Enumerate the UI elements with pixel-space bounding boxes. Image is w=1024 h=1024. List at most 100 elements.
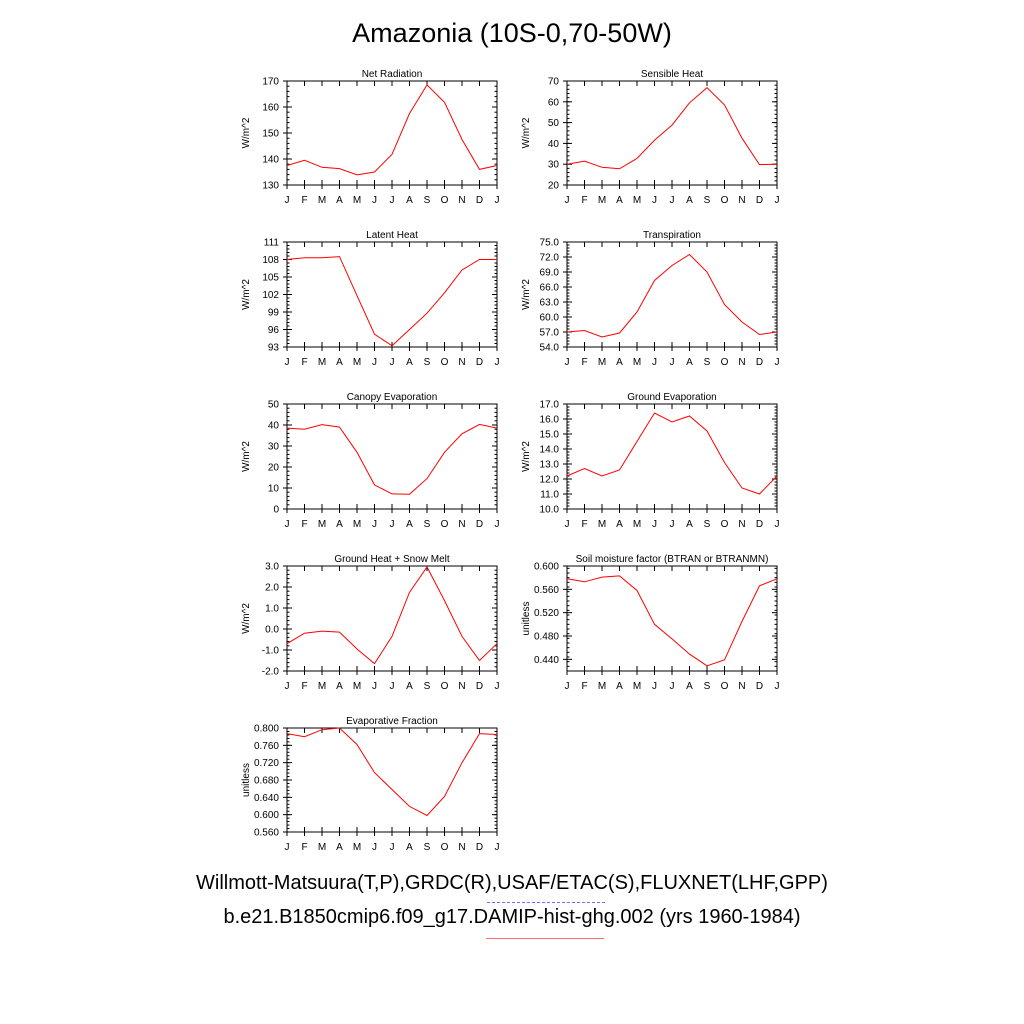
panel-frame [286, 727, 498, 833]
y-tick-label: 69.0 [540, 268, 560, 279]
x-tick-label: J [285, 519, 290, 530]
y-tick-label: 0.480 [534, 632, 559, 643]
model-legend-line [486, 938, 604, 939]
x-tick-label: S [704, 195, 711, 206]
panel-evaporative-fraction: Evaporative Fraction unitless 0.560 0.600 0.… [241, 716, 500, 853]
panel-title: Ground Heat + Snow Melt [334, 554, 450, 565]
y-tick-label: 0.640 [254, 793, 279, 804]
x-tick-label: M [318, 195, 326, 206]
x-tick-label: J [565, 519, 570, 530]
x-tick-label: D [476, 195, 483, 206]
y-tick-label: 16.0 [540, 415, 560, 426]
x-tick-label: O [441, 519, 449, 530]
y-axis-label: W/m^2 [241, 603, 252, 634]
x-tick-label: M [598, 519, 606, 530]
x-tick-label: O [721, 357, 729, 368]
x-tick-label: J [565, 357, 570, 368]
y-tick-label: 17.0 [540, 400, 560, 411]
x-tick-label: M [633, 195, 641, 206]
x-tick-label: D [756, 519, 763, 530]
x-tick-label: M [318, 681, 326, 692]
x-tick-label: F [581, 195, 587, 206]
x-tick-label: A [406, 519, 413, 530]
y-tick-label: 0.560 [534, 585, 559, 596]
series-line-ground-evaporation [566, 412, 778, 495]
x-tick-label: A [686, 681, 693, 692]
x-tick-label: J [390, 519, 395, 530]
x-tick-label: S [704, 681, 711, 692]
y-tick-label: 96 [268, 325, 280, 336]
x-tick-label: A [406, 195, 413, 206]
x-tick-label: N [738, 681, 745, 692]
y-tick-label: 11.0 [540, 490, 559, 501]
x-tick-label: A [336, 357, 343, 368]
x-tick-label: F [301, 357, 307, 368]
y-tick-label: 12.0 [540, 475, 560, 486]
y-axis-label: W/m^2 [521, 279, 532, 310]
x-tick-label: J [495, 519, 500, 530]
x-tick-label: J [372, 195, 377, 206]
panel-frame [566, 403, 778, 510]
series-line-soil-moisture-factor-btran-or-btranmn [566, 575, 778, 667]
x-tick-label: M [598, 195, 606, 206]
series-line-latent-heat [286, 256, 497, 347]
x-tick-label: A [616, 519, 623, 530]
observations-legend-line [487, 902, 605, 903]
x-tick-label: N [458, 195, 465, 206]
y-tick-label: 63.0 [540, 298, 560, 309]
x-tick-label: A [406, 357, 413, 368]
x-tick-label: N [738, 195, 745, 206]
x-tick-label: J [495, 195, 500, 206]
y-tick-label: 0.600 [254, 810, 279, 821]
x-tick-label: J [390, 357, 395, 368]
x-tick-label: J [390, 681, 395, 692]
y-axis-label: W/m^2 [521, 117, 532, 148]
panel-frame [566, 565, 778, 672]
y-tick-label: 10.0 [540, 505, 560, 516]
x-tick-label: O [721, 195, 729, 206]
panel-title: Transpiration [643, 230, 701, 241]
panel-title: Soil moisture factor (BTRAN or BTRANMN) [576, 554, 769, 565]
series-line-transpiration [566, 253, 778, 338]
x-tick-label: S [424, 195, 431, 206]
y-tick-label: 0.440 [534, 655, 559, 666]
x-tick-label: D [476, 681, 483, 692]
x-tick-label: A [336, 681, 343, 692]
series-line-net-radiation [286, 84, 498, 176]
panel-title: Latent Heat [366, 230, 418, 241]
panel-title: Canopy Evaporation [347, 392, 438, 403]
y-tick-label: 2.0 [265, 583, 279, 594]
x-tick-label: J [670, 681, 675, 692]
x-tick-label: J [390, 842, 395, 853]
x-tick-label: J [775, 357, 780, 368]
x-tick-label: M [353, 195, 361, 206]
y-tick-label: 50 [548, 118, 560, 129]
x-tick-label: A [686, 519, 693, 530]
x-tick-label: O [441, 195, 449, 206]
x-tick-label: D [756, 681, 763, 692]
x-tick-label: M [633, 681, 641, 692]
x-tick-label: J [670, 357, 675, 368]
x-tick-label: S [424, 681, 431, 692]
x-tick-label: J [285, 195, 290, 206]
y-tick-label: 105 [262, 273, 279, 284]
y-tick-label: 20 [268, 463, 280, 474]
x-tick-label: J [565, 195, 570, 206]
x-tick-label: O [441, 681, 449, 692]
y-tick-label: 102 [262, 290, 279, 301]
y-tick-label: 0.680 [254, 776, 279, 787]
y-tick-label: -2.0 [262, 667, 280, 678]
x-tick-label: O [721, 519, 729, 530]
x-tick-label: S [424, 519, 431, 530]
x-tick-label: J [285, 681, 290, 692]
y-tick-label: 14.0 [540, 445, 560, 456]
y-tick-label: 40 [268, 421, 280, 432]
y-tick-label: 0.0 [265, 625, 279, 636]
x-tick-label: M [318, 519, 326, 530]
x-tick-label: S [424, 357, 431, 368]
y-tick-label: 99 [268, 308, 280, 319]
panel-frame [566, 241, 778, 348]
x-tick-label: A [336, 842, 343, 853]
